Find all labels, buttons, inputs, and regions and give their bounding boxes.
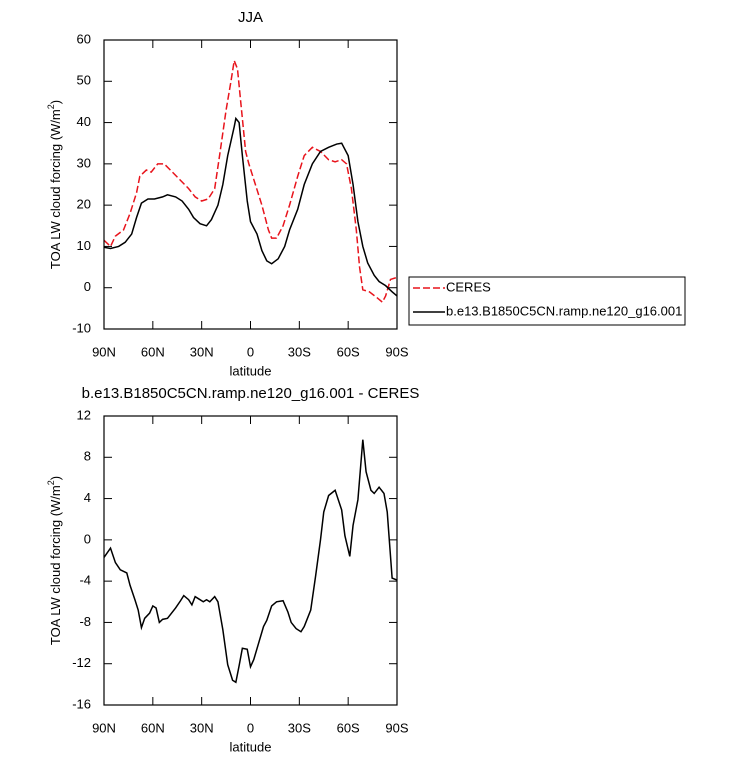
x-tick-label: 60N <box>141 720 165 735</box>
y-tick-label: -16 <box>72 696 91 711</box>
y-tick-label: 4 <box>84 490 91 505</box>
x-tick-label: 90S <box>385 344 408 359</box>
y-axis-label: TOA LW cloud forcing (W/m2) <box>46 100 63 269</box>
y-axis-label-part: TOA LW cloud forcing (W/m <box>48 109 63 269</box>
y-axis-label-part: 2 <box>46 480 56 485</box>
plot-frame <box>103 39 398 330</box>
y-tick-label: -10 <box>72 320 91 335</box>
y-tick-label: 50 <box>77 73 91 88</box>
y-tick-label: -4 <box>79 573 91 588</box>
data-line <box>103 116 398 297</box>
y-axis-label-part: TOA LW cloud forcing (W/m <box>48 485 63 645</box>
legend-label: b.e13.B1850C5CN.ramp.ne120_g16.001 <box>446 303 682 318</box>
x-tick-label: 90N <box>92 344 116 359</box>
y-axis-label-part: 2 <box>46 104 56 109</box>
legend-label: CERES <box>446 279 491 294</box>
y-tick-label: 60 <box>77 31 91 46</box>
y-tick-label: 8 <box>84 449 91 464</box>
y-axis-label-part: ) <box>48 100 63 104</box>
y-tick-label: 20 <box>77 197 91 212</box>
x-axis-label: latitude <box>230 363 272 378</box>
y-axis-label-part: ) <box>48 476 63 480</box>
x-tick-label: 30N <box>190 720 214 735</box>
plot-frame <box>103 415 398 706</box>
y-tick-label: 40 <box>77 114 91 129</box>
x-tick-label: 30S <box>288 720 311 735</box>
data-line <box>103 57 398 304</box>
x-tick-label: 0 <box>247 344 254 359</box>
legend-box <box>408 276 686 326</box>
y-tick-label: -12 <box>72 655 91 670</box>
x-tick-label: 60N <box>141 344 165 359</box>
y-tick-label: 0 <box>84 279 91 294</box>
x-tick-label: 60S <box>337 720 360 735</box>
x-tick-label: 90N <box>92 720 116 735</box>
y-tick-label: 0 <box>84 531 91 546</box>
y-tick-label: -8 <box>79 614 91 629</box>
y-tick-label: 10 <box>77 238 91 253</box>
x-tick-label: 90S <box>385 720 408 735</box>
y-tick-label: 12 <box>77 407 91 422</box>
chart-title: b.e13.B1850C5CN.ramp.ne120_g16.001 - CER… <box>82 385 420 402</box>
y-axis-label: TOA LW cloud forcing (W/m2) <box>46 476 63 645</box>
chart-title: JJA <box>238 9 263 26</box>
x-tick-label: 0 <box>247 720 254 735</box>
x-tick-label: 30N <box>190 344 214 359</box>
data-line <box>103 439 398 684</box>
x-axis-label: latitude <box>230 739 272 754</box>
y-tick-label: 30 <box>77 155 91 170</box>
x-tick-label: 60S <box>337 344 360 359</box>
x-tick-label: 30S <box>288 344 311 359</box>
